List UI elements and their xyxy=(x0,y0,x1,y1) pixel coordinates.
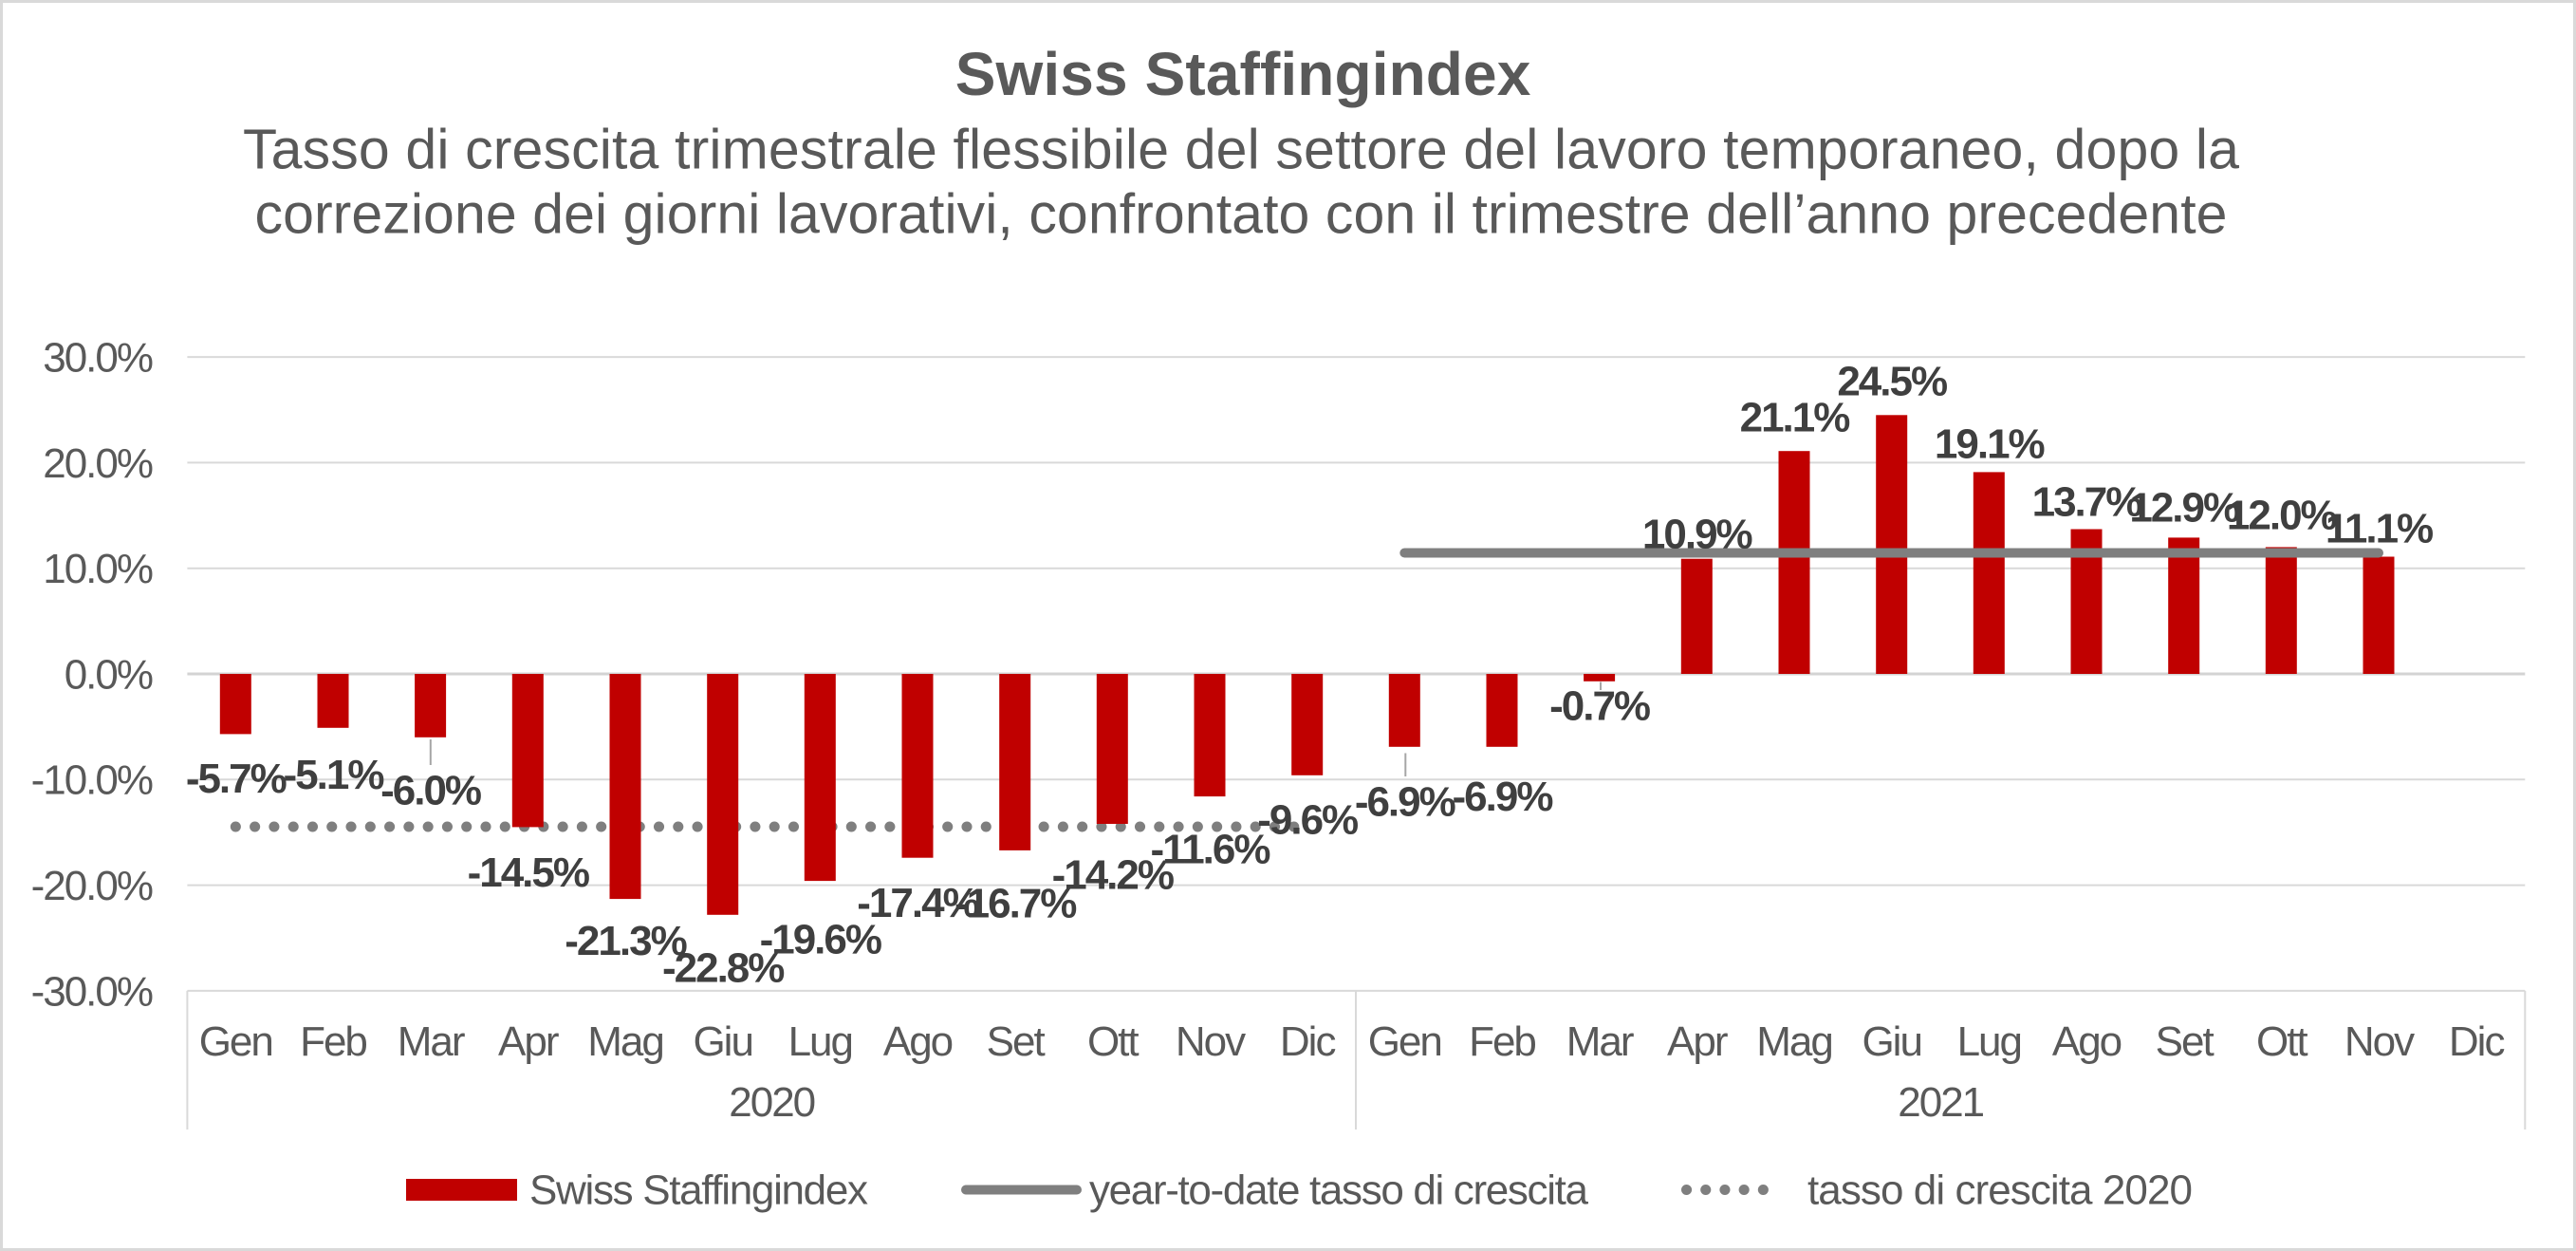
svg-text:Ago: Ago xyxy=(2052,1018,2122,1065)
svg-text:12.0%: 12.0% xyxy=(2227,492,2337,538)
svg-text:year-to-date tasso di crescita: year-to-date tasso di crescita xyxy=(1089,1167,1589,1214)
svg-text:Set: Set xyxy=(2156,1018,2215,1065)
svg-text:Mar: Mar xyxy=(398,1018,465,1065)
svg-text:-14.5%: -14.5% xyxy=(468,850,589,896)
svg-text:-11.6%: -11.6% xyxy=(1151,827,1270,873)
svg-text:Tasso di crescita trimestrale: Tasso di crescita trimestrale flessibile… xyxy=(243,119,2239,181)
svg-text:-6.9%: -6.9% xyxy=(1355,778,1455,825)
svg-text:Ago: Ago xyxy=(883,1018,953,1065)
svg-text:Dic: Dic xyxy=(2449,1018,2505,1065)
svg-text:2021: 2021 xyxy=(1898,1079,1983,1126)
svg-text:10.9%: 10.9% xyxy=(1642,511,1752,557)
svg-text:Swiss Staffingindex: Swiss Staffingindex xyxy=(529,1167,868,1214)
svg-text:Mar: Mar xyxy=(1566,1018,1634,1065)
svg-text:30.0%: 30.0% xyxy=(43,335,153,382)
svg-text:correzione dei giorni lavorati: correzione dei giorni lavorativi, confro… xyxy=(255,183,2228,246)
svg-text:Lug: Lug xyxy=(1957,1018,2021,1065)
svg-text:-17.4%: -17.4% xyxy=(857,880,978,926)
svg-text:12.9%: 12.9% xyxy=(2129,484,2239,531)
svg-text:-16.7%: -16.7% xyxy=(954,880,1076,926)
svg-text:-22.8%: -22.8% xyxy=(662,944,784,991)
svg-text:Gen: Gen xyxy=(1368,1018,1441,1065)
svg-text:Mag: Mag xyxy=(1756,1018,1832,1065)
svg-text:-30.0%: -30.0% xyxy=(31,968,153,1015)
svg-text:Gen: Gen xyxy=(199,1018,272,1065)
svg-text:-0.7%: -0.7% xyxy=(1549,682,1650,729)
svg-text:Ott: Ott xyxy=(1087,1018,1139,1065)
svg-text:11.1%: 11.1% xyxy=(2326,505,2433,551)
svg-text:-14.2%: -14.2% xyxy=(1052,851,1174,898)
svg-text:-6.0%: -6.0% xyxy=(380,767,481,813)
svg-text:tasso di crescita 2020: tasso di crescita 2020 xyxy=(1807,1167,2193,1214)
svg-text:Lug: Lug xyxy=(788,1018,852,1065)
svg-text:Feb: Feb xyxy=(300,1018,366,1065)
svg-text:-19.6%: -19.6% xyxy=(760,916,881,962)
svg-text:0.0%: 0.0% xyxy=(65,651,153,698)
svg-text:24.5%: 24.5% xyxy=(1837,358,1947,404)
svg-text:-6.9%: -6.9% xyxy=(1453,774,1553,820)
svg-text:-9.6%: -9.6% xyxy=(1257,796,1358,843)
svg-text:20.0%: 20.0% xyxy=(43,440,153,487)
svg-text:19.1%: 19.1% xyxy=(1935,420,2045,467)
svg-text:2020: 2020 xyxy=(729,1079,814,1126)
svg-text:13.7%: 13.7% xyxy=(2032,478,2142,525)
svg-text:Mag: Mag xyxy=(587,1018,663,1065)
svg-text:Apr: Apr xyxy=(498,1018,559,1065)
svg-text:Nov: Nov xyxy=(2344,1018,2415,1065)
svg-text:Giu: Giu xyxy=(693,1018,751,1065)
svg-text:-5.7%: -5.7% xyxy=(186,756,287,802)
svg-text:Nov: Nov xyxy=(1176,1018,1246,1065)
svg-text:10.0%: 10.0% xyxy=(43,546,153,592)
svg-text:Ott: Ott xyxy=(2256,1018,2307,1065)
svg-text:Feb: Feb xyxy=(1469,1018,1535,1065)
svg-text:-20.0%: -20.0% xyxy=(31,863,153,909)
svg-text:Apr: Apr xyxy=(1667,1018,1728,1065)
svg-text:-21.3%: -21.3% xyxy=(565,918,686,964)
svg-text:Set: Set xyxy=(987,1018,1046,1065)
svg-text:21.1%: 21.1% xyxy=(1740,394,1850,440)
svg-text:-10.0%: -10.0% xyxy=(31,757,153,804)
svg-text:-5.1%: -5.1% xyxy=(284,752,384,798)
svg-text:Swiss Staffingindex: Swiss Staffingindex xyxy=(955,40,1531,108)
svg-text:Dic: Dic xyxy=(1280,1018,1336,1065)
svg-text:Giu: Giu xyxy=(1862,1018,1920,1065)
